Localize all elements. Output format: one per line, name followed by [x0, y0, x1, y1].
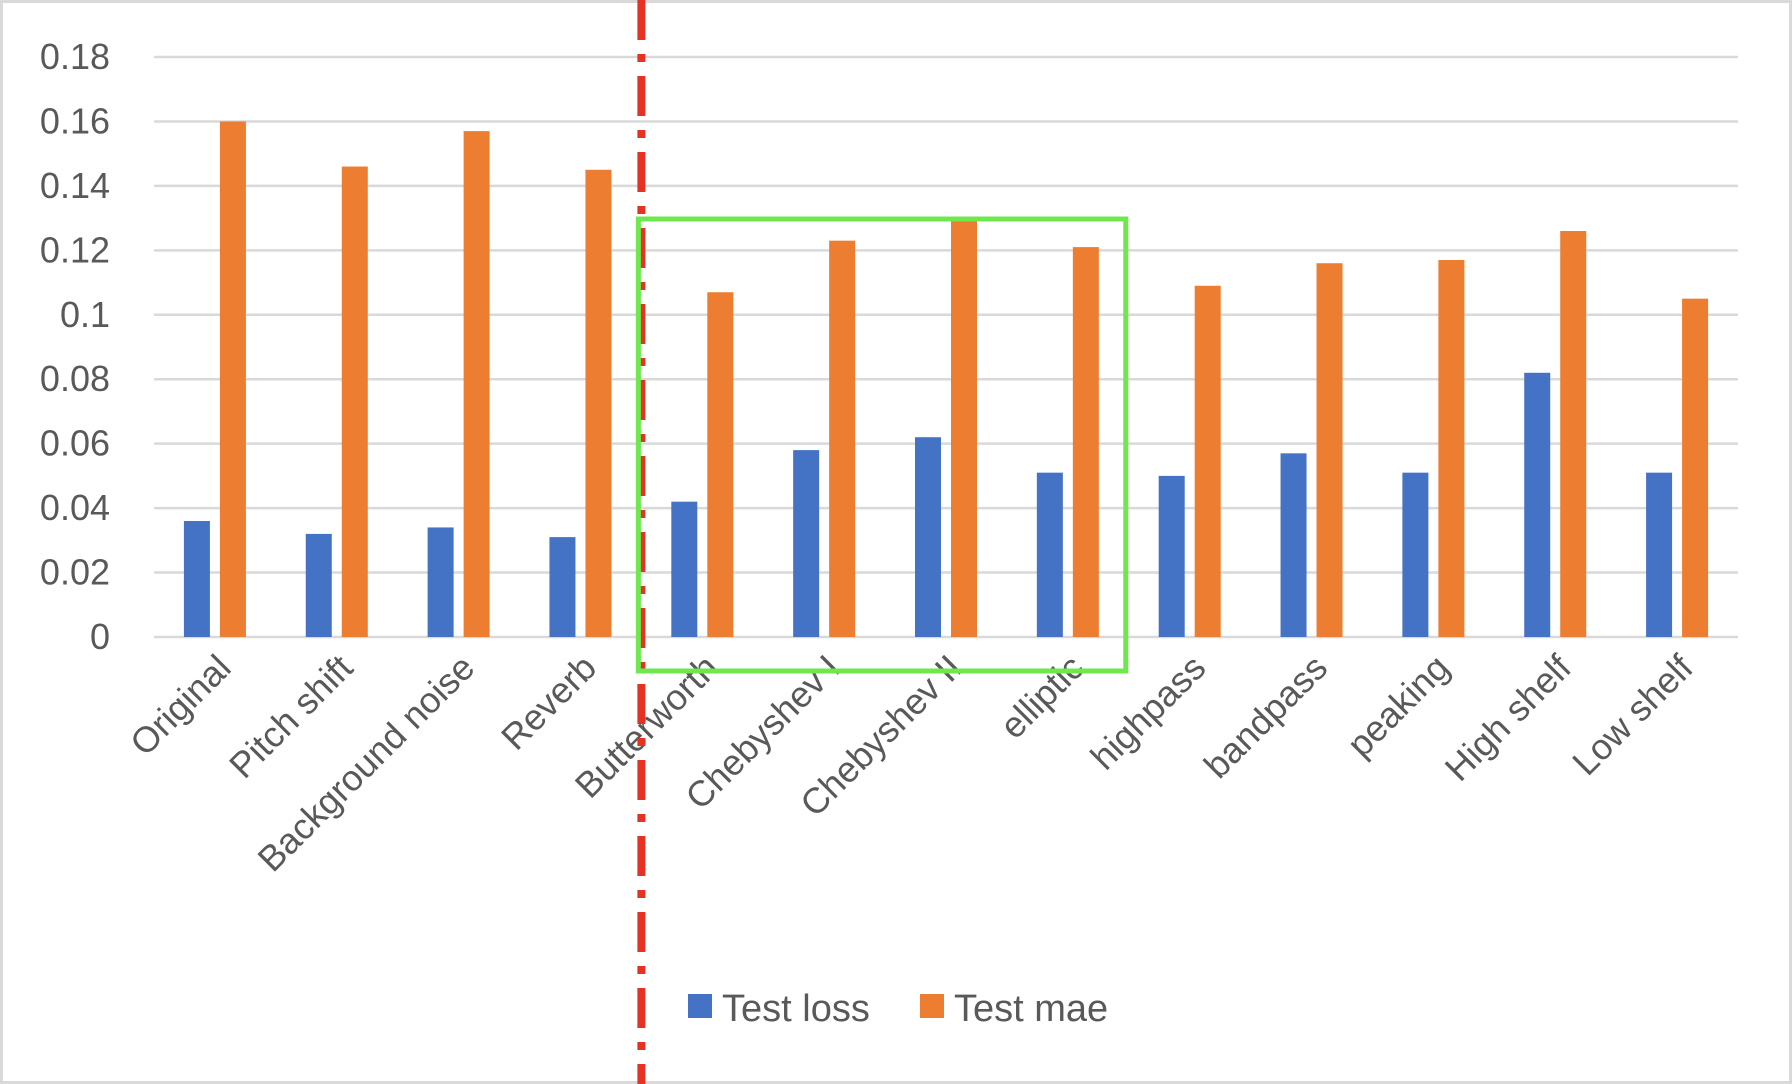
y-tick-label: 0.04 [40, 487, 110, 528]
x-category-label: Low shelf [1564, 646, 1701, 783]
bar-test-loss [549, 537, 576, 637]
bar-test-mae [1072, 247, 1099, 637]
bar-test-mae [1194, 285, 1221, 637]
x-category-label: bandpass [1196, 647, 1335, 786]
bar-test-mae [829, 240, 856, 637]
y-tick-label: 0.1 [60, 294, 110, 335]
y-tick-label: 0.14 [40, 165, 110, 206]
gridlines [154, 55, 1738, 639]
x-category-label: Original [122, 647, 239, 764]
y-tick-label: 0.06 [40, 423, 110, 464]
bar-test-mae [341, 166, 368, 638]
bar-test-mae [463, 131, 490, 637]
y-tick-label: 0.02 [40, 552, 110, 593]
bars [183, 121, 1709, 638]
bar-test-loss [427, 527, 454, 637]
highlight-box [635, 216, 1129, 674]
bar-test-loss [183, 521, 210, 637]
y-tick-label: 0.12 [40, 229, 110, 270]
bar-test-loss [671, 501, 698, 637]
bar-test-mae [585, 169, 612, 637]
y-axis-tick-labels: 0 0.02 0.04 0.06 0.08 0.1 0.12 0.14 0.16 0.18 [40, 36, 110, 657]
bar-test-mae [1438, 260, 1465, 637]
x-category-label: Reverb [493, 647, 604, 758]
legend-swatch [920, 994, 944, 1018]
bar-test-mae [219, 121, 246, 637]
bar-test-mae [951, 221, 977, 638]
x-category-label: peaking [1339, 647, 1457, 765]
y-tick-label: 0 [90, 616, 110, 657]
bar-test-loss [1036, 472, 1063, 637]
y-tick-label: 0.18 [40, 36, 110, 77]
bar-test-mae [707, 292, 734, 637]
legend-swatch [688, 994, 712, 1018]
bar-test-loss [305, 533, 332, 637]
bar-test-loss [1524, 372, 1551, 637]
bar-test-mae [1316, 263, 1343, 637]
bar-test-loss [1402, 472, 1429, 637]
bar-test-mae [1682, 298, 1709, 637]
x-category-label: elliptic [992, 647, 1092, 747]
bar-test-mae [1560, 231, 1587, 637]
bar-test-loss [1158, 475, 1185, 637]
y-tick-label: 0.08 [40, 358, 110, 399]
y-tick-label: 0.16 [40, 100, 110, 141]
bar-test-loss [1280, 453, 1307, 637]
x-category-label: High shelf [1437, 646, 1580, 789]
bar-test-loss [915, 437, 941, 637]
bar-test-loss [793, 450, 820, 637]
annotations [635, 0, 1129, 1084]
bar-test-loss [1646, 472, 1673, 637]
legend-label: Test loss [722, 988, 870, 1030]
x-category-label: Background noise [249, 647, 482, 880]
legend: Test loss Test mae [688, 988, 1108, 1030]
x-category-label: highpass [1082, 647, 1213, 778]
legend-label: Test mae [954, 988, 1108, 1030]
